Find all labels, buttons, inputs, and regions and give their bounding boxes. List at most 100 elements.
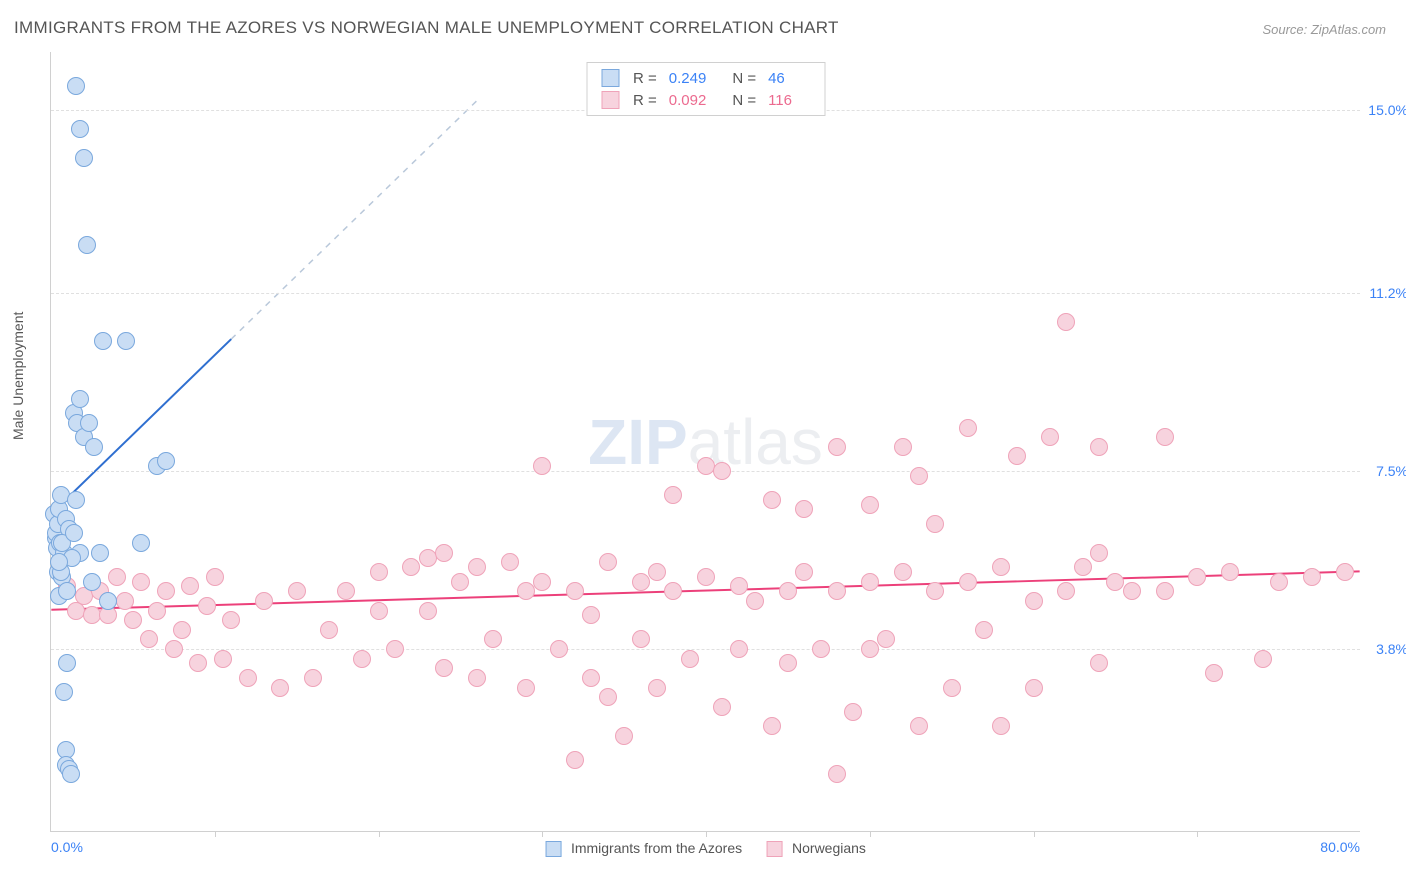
scatter-point-norwegians [1270, 573, 1288, 591]
scatter-point-norwegians [337, 582, 355, 600]
scatter-point-azores [75, 149, 93, 167]
scatter-point-norwegians [746, 592, 764, 610]
scatter-point-azores [80, 414, 98, 432]
scatter-point-norwegians [148, 602, 166, 620]
scatter-point-norwegians [239, 669, 257, 687]
scatter-point-azores [65, 524, 83, 542]
scatter-point-norwegians [582, 669, 600, 687]
scatter-point-azores [117, 332, 135, 350]
scatter-point-norwegians [165, 640, 183, 658]
scatter-point-norwegians [697, 457, 715, 475]
scatter-point-norwegians [116, 592, 134, 610]
scatter-point-azores [94, 332, 112, 350]
scatter-point-norwegians [1090, 544, 1108, 562]
scatter-point-norwegians [599, 688, 617, 706]
scatter-point-norwegians [214, 650, 232, 668]
scatter-point-norwegians [1090, 438, 1108, 456]
scatter-point-azores [71, 390, 89, 408]
r-value: 0.092 [669, 92, 707, 109]
x-tick-mark [379, 831, 380, 837]
source-attribution: Source: ZipAtlas.com [1262, 22, 1386, 37]
scatter-point-norwegians [550, 640, 568, 658]
scatter-point-norwegians [271, 679, 289, 697]
scatter-point-norwegians [1156, 582, 1174, 600]
swatch-norwegians-icon [766, 841, 782, 857]
scatter-point-norwegians [828, 582, 846, 600]
scatter-point-norwegians [664, 486, 682, 504]
scatter-point-norwegians [959, 419, 977, 437]
scatter-point-norwegians [632, 630, 650, 648]
scatter-point-norwegians [894, 563, 912, 581]
scatter-point-norwegians [1303, 568, 1321, 586]
scatter-point-azores [67, 77, 85, 95]
scatter-point-norwegians [255, 592, 273, 610]
scatter-point-norwegians [615, 727, 633, 745]
scatter-point-norwegians [533, 573, 551, 591]
scatter-point-norwegians [861, 640, 879, 658]
n-value: 116 [768, 92, 792, 109]
scatter-point-norwegians [910, 467, 928, 485]
scatter-point-norwegians [435, 659, 453, 677]
scatter-point-norwegians [353, 650, 371, 668]
scatter-point-norwegians [697, 568, 715, 586]
scatter-point-norwegians [763, 491, 781, 509]
swatch-azores-icon [545, 841, 561, 857]
x-tick-mark [1034, 831, 1035, 837]
legend-item-norwegians: Norwegians [766, 840, 866, 857]
scatter-point-norwegians [861, 496, 879, 514]
scatter-point-norwegians [206, 568, 224, 586]
scatter-point-norwegians [795, 563, 813, 581]
scatter-point-azores [50, 553, 68, 571]
scatter-point-norwegians [402, 558, 420, 576]
gridline-horizontal [51, 649, 1360, 650]
scatter-point-norwegians [1188, 568, 1206, 586]
x-tick-mark [542, 831, 543, 837]
scatter-point-norwegians [828, 765, 846, 783]
x-tick-mark [215, 831, 216, 837]
scatter-point-azores [157, 452, 175, 470]
x-tick-mark [870, 831, 871, 837]
scatter-point-norwegians [1074, 558, 1092, 576]
scatter-point-norwegians [992, 717, 1010, 735]
scatter-point-azores [83, 573, 101, 591]
correlation-legend: R = 0.249 N = 46 R = 0.092 N = 116 [586, 62, 825, 116]
scatter-point-norwegians [894, 438, 912, 456]
scatter-point-norwegians [779, 654, 797, 672]
plot-area: ZIPatlas R = 0.249 N = 46 R = 0.092 N = … [50, 52, 1360, 832]
scatter-point-norwegians [943, 679, 961, 697]
scatter-point-azores [55, 683, 73, 701]
scatter-point-norwegians [681, 650, 699, 668]
scatter-point-norwegians [877, 630, 895, 648]
scatter-point-norwegians [288, 582, 306, 600]
scatter-point-azores [58, 582, 76, 600]
r-label: R = [633, 70, 657, 87]
scatter-point-norwegians [419, 602, 437, 620]
scatter-point-norwegians [108, 568, 126, 586]
scatter-point-norwegians [926, 515, 944, 533]
scatter-point-norwegians [992, 558, 1010, 576]
scatter-point-azores [67, 491, 85, 509]
scatter-point-norwegians [648, 679, 666, 697]
scatter-point-norwegians [1025, 679, 1043, 697]
legend-label: Norwegians [792, 840, 866, 856]
scatter-point-norwegians [370, 563, 388, 581]
scatter-point-azores [62, 765, 80, 783]
scatter-point-norwegians [730, 640, 748, 658]
scatter-point-norwegians [386, 640, 404, 658]
scatter-point-norwegians [501, 553, 519, 571]
swatch-azores-icon [601, 69, 619, 87]
scatter-point-norwegians [926, 582, 944, 600]
scatter-point-norwegians [1025, 592, 1043, 610]
chart-container: IMMIGRANTS FROM THE AZORES VS NORWEGIAN … [0, 0, 1406, 892]
scatter-point-norwegians [959, 573, 977, 591]
scatter-point-norwegians [198, 597, 216, 615]
y-tick-label: 11.2% [1369, 285, 1406, 301]
scatter-point-azores [99, 592, 117, 610]
scatter-point-norwegians [157, 582, 175, 600]
series-legend: Immigrants from the Azores Norwegians [545, 840, 866, 857]
scatter-point-norwegians [828, 438, 846, 456]
scatter-point-norwegians [173, 621, 191, 639]
scatter-point-norwegians [566, 582, 584, 600]
n-label: N = [732, 70, 756, 87]
scatter-point-norwegians [861, 573, 879, 591]
